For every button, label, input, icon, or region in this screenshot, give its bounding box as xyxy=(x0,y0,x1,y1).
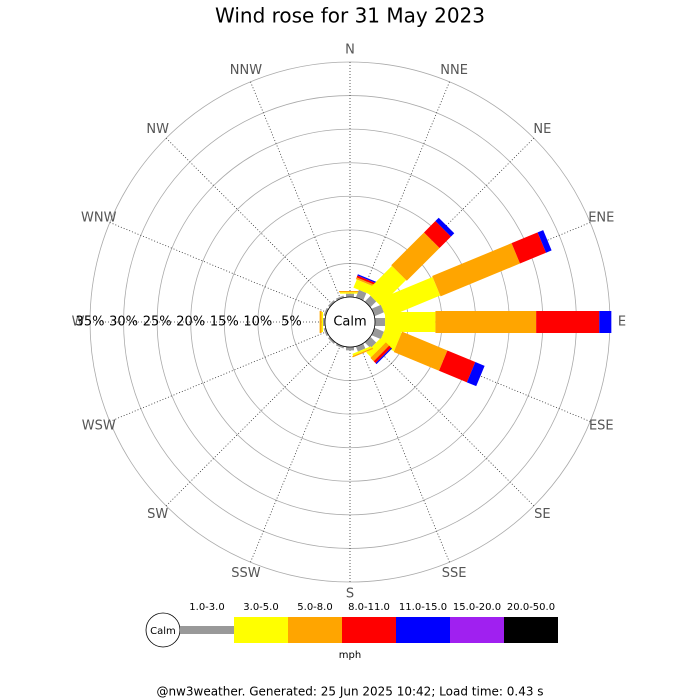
wind-bar xyxy=(346,347,354,351)
r-tick-label: 15% xyxy=(210,315,239,330)
wind-bar xyxy=(356,275,378,286)
direction-label: SE xyxy=(534,507,550,522)
direction-label: S xyxy=(346,587,354,602)
legend-swatch xyxy=(180,626,234,634)
direction-label: ENE xyxy=(588,210,614,225)
r-tick-label: 20% xyxy=(176,315,205,330)
legend-swatch xyxy=(342,617,396,643)
wind-bar xyxy=(335,295,345,301)
direction-label: SW xyxy=(147,507,168,522)
r-tick-label: 30% xyxy=(109,315,138,330)
wind-bar xyxy=(391,232,440,281)
direction-label: E xyxy=(618,315,626,330)
wind-bar xyxy=(366,338,386,358)
legend-label: 15.0-20.0 xyxy=(453,602,501,613)
legend-swatch xyxy=(288,617,342,643)
wind-bar xyxy=(371,327,384,340)
wind-bar xyxy=(438,350,476,383)
legend-swatch xyxy=(234,617,288,643)
r-tick-label: 10% xyxy=(243,315,272,330)
wind-bar xyxy=(511,232,547,264)
chart-title: Wind rose for 31 May 2023 xyxy=(215,4,485,28)
direction-label: NNE xyxy=(440,63,468,78)
legend-label: 5.0-8.0 xyxy=(297,602,332,613)
wind-bar xyxy=(423,221,451,249)
wind-bar xyxy=(335,343,345,349)
wind-bar xyxy=(537,230,552,253)
wind-bar xyxy=(323,327,329,337)
wind-bar xyxy=(393,331,448,371)
legend-label: 1.0-3.0 xyxy=(189,602,224,613)
calm-circle xyxy=(324,296,376,348)
direction-label: W xyxy=(72,315,85,330)
direction-label: WSW xyxy=(82,419,116,434)
wind-bar xyxy=(355,277,377,288)
r-tick-label: 25% xyxy=(143,315,172,330)
wind-bar xyxy=(432,243,520,297)
wind-bar xyxy=(346,293,354,297)
wind-bar xyxy=(536,311,600,333)
footer: @nw3weather. Generated: 25 Jun 2025 10:4… xyxy=(156,685,543,699)
spoke xyxy=(250,344,341,563)
wind-bar xyxy=(375,318,386,326)
legend-swatch xyxy=(504,617,558,643)
wind-bar xyxy=(322,318,325,326)
wind-bar xyxy=(435,217,455,237)
wind-bar xyxy=(352,346,372,356)
wind-bar xyxy=(321,312,323,332)
legend-calm-label: Calm xyxy=(150,626,176,637)
spoke xyxy=(359,81,450,300)
legend-swatch xyxy=(450,617,504,643)
legend-label: 11.0-15.0 xyxy=(399,602,447,613)
legend-label: 3.0-5.0 xyxy=(243,602,278,613)
wind-bar xyxy=(328,300,336,308)
direction-label: NE xyxy=(533,122,551,137)
wind-bar xyxy=(366,265,407,306)
wind-bar xyxy=(357,274,379,284)
direction-label: WNW xyxy=(81,210,117,225)
direction-label: NNW xyxy=(230,63,262,78)
legend-label: 8.0-11.0 xyxy=(348,602,390,613)
wind-bar xyxy=(370,342,390,362)
spoke xyxy=(165,137,333,305)
direction-label: ESE xyxy=(589,419,614,434)
wind-bar xyxy=(352,347,374,358)
calm-label: Calm xyxy=(333,315,366,330)
wind-bar xyxy=(340,292,360,294)
spoke xyxy=(250,81,341,300)
wind-bar xyxy=(328,336,336,344)
legend-label: 20.0-50.0 xyxy=(507,602,555,613)
wind-bar xyxy=(373,345,392,364)
wind-bar xyxy=(378,276,441,318)
wind-bar xyxy=(375,347,393,365)
direction-label: SSW xyxy=(231,566,261,581)
r-tick-label: 35% xyxy=(76,315,105,330)
wind-bar xyxy=(599,311,612,333)
direction-label: N xyxy=(345,43,355,58)
spoke xyxy=(165,339,333,507)
legend-unit: mph xyxy=(339,650,361,661)
spoke xyxy=(109,331,328,422)
wind-bar xyxy=(319,311,322,333)
spoke xyxy=(109,222,328,313)
wind-bar xyxy=(323,307,329,317)
spoke xyxy=(367,339,535,507)
wind-bar xyxy=(435,311,537,333)
wind-bar xyxy=(371,304,384,317)
wind-bar xyxy=(466,362,485,387)
direction-label: NW xyxy=(146,122,169,137)
wind-bar xyxy=(355,289,367,301)
r-tick-label: 5% xyxy=(281,315,302,330)
wind-bar xyxy=(339,290,361,293)
direction-label: SSE xyxy=(442,566,467,581)
wind-bar xyxy=(355,343,366,352)
wind-bar xyxy=(385,312,436,332)
legend-swatch xyxy=(396,617,450,643)
spoke xyxy=(359,344,450,563)
